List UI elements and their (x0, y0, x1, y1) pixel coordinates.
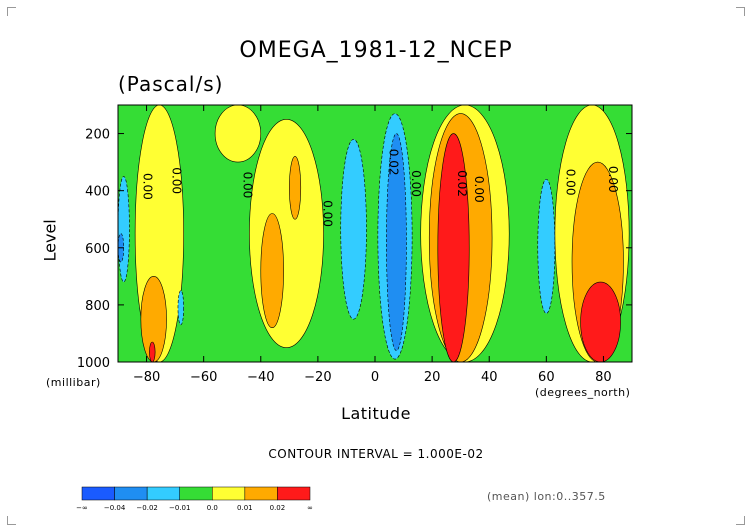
contour-label-3: 0.00 (321, 200, 335, 227)
chart-title: OMEGA_1981-12_NCEP (239, 38, 513, 63)
y-tick-label-2: 600 (85, 242, 110, 257)
contour-region-8 (118, 176, 130, 283)
colorbar-swatch-5 (244, 486, 278, 501)
colorbar-label-1: −0.04 (104, 504, 126, 512)
contour-label-8: 0.00 (563, 169, 577, 196)
contour-region-20 (580, 281, 621, 362)
contour-label-9: 0.00 (606, 166, 620, 193)
contour-region-10 (177, 290, 184, 326)
x-axis-label: Latitude (341, 404, 411, 423)
colorbar-swatch-1 (114, 486, 148, 501)
colorbar-swatch-4 (212, 486, 246, 501)
chart-units: (Pascal/s) (118, 72, 224, 96)
contour-region-17 (537, 178, 556, 314)
contour-label-5: 0.00 (409, 170, 423, 197)
colorbar-label-3: −0.01 (169, 504, 190, 512)
contour-label-2: 0.00 (241, 172, 255, 199)
contour-region-6 (260, 213, 284, 329)
colorbar-label-7: ∞ (307, 504, 313, 512)
colorbar-label-2: −0.02 (136, 504, 157, 512)
x-tick-label-3: −20 (304, 370, 331, 385)
contour-label-4: 0.02 (386, 149, 400, 176)
contour-region-11 (340, 138, 367, 320)
contour-fill-regions (118, 105, 632, 362)
colorbar-label-0: −∞ (76, 504, 88, 512)
colorbar: −∞ −0.04 −0.02 −0.01 0.0 0.01 0.02 ∞ (76, 486, 313, 512)
contour-labels: 0.00 0.00 0.000.000.020.00 0.02 0.00 0.00 0.00 (141, 149, 620, 227)
corner-mark-bottom-right (736, 516, 745, 525)
colorbar-swatch-6 (277, 486, 311, 501)
corner-mark-top-left (7, 7, 16, 16)
x-tick-label-5: 20 (424, 370, 441, 385)
x-tick-label-2: −40 (247, 370, 274, 385)
x-axis-unit: (degrees_north) (535, 386, 631, 399)
contour-label-1: 0.00 (169, 167, 183, 194)
contour-region-16 (437, 133, 470, 362)
contour-region-4 (214, 105, 262, 163)
y-tick-label-4: 1000 (77, 356, 110, 371)
corner-mark-bottom-left (7, 516, 16, 525)
colorbar-swatch-3 (179, 486, 213, 501)
contour-label-6: 0.02 (455, 170, 469, 197)
colorbar-label-6: 0.02 (270, 504, 286, 512)
colorbar-label-5: 0.01 (237, 504, 253, 512)
y-tick-label-3: 800 (85, 299, 110, 314)
x-tick-label-8: 80 (595, 370, 612, 385)
x-tick-label-0: −80 (133, 370, 160, 385)
contour-label-7: 0.00 (472, 176, 486, 203)
y-tick-label-1: 400 (85, 185, 110, 200)
x-tick-label-1: −60 (190, 370, 217, 385)
corner-mark-top-right (736, 7, 745, 16)
y-axis-ticks: 200 400 600 800 1000 (77, 128, 632, 371)
contour-interval-note: CONTOUR INTERVAL = 1.000E-02 (268, 447, 484, 461)
colorbar-swatch-2 (146, 486, 180, 501)
x-tick-label-7: 60 (538, 370, 555, 385)
colorbar-label-4: 0.0 (207, 504, 218, 512)
y-axis-unit: (millibar) (46, 376, 101, 389)
colorbar-swatch-0 (81, 486, 115, 501)
y-tick-label-0: 200 (85, 128, 110, 143)
contour-region-13 (386, 133, 407, 351)
x-tick-label-6: 40 (481, 370, 498, 385)
averaging-note: (mean) lon:0..357.5 (487, 490, 606, 503)
x-tick-label-4: 0 (371, 370, 379, 385)
x-axis-ticks: −80 −60 −40 −20 0 20 40 60 80 (133, 105, 612, 385)
contour-region-7 (289, 156, 302, 220)
contour-label-0: 0.00 (141, 173, 155, 200)
contour-region-3 (149, 341, 156, 362)
contour-region-5 (249, 118, 324, 349)
